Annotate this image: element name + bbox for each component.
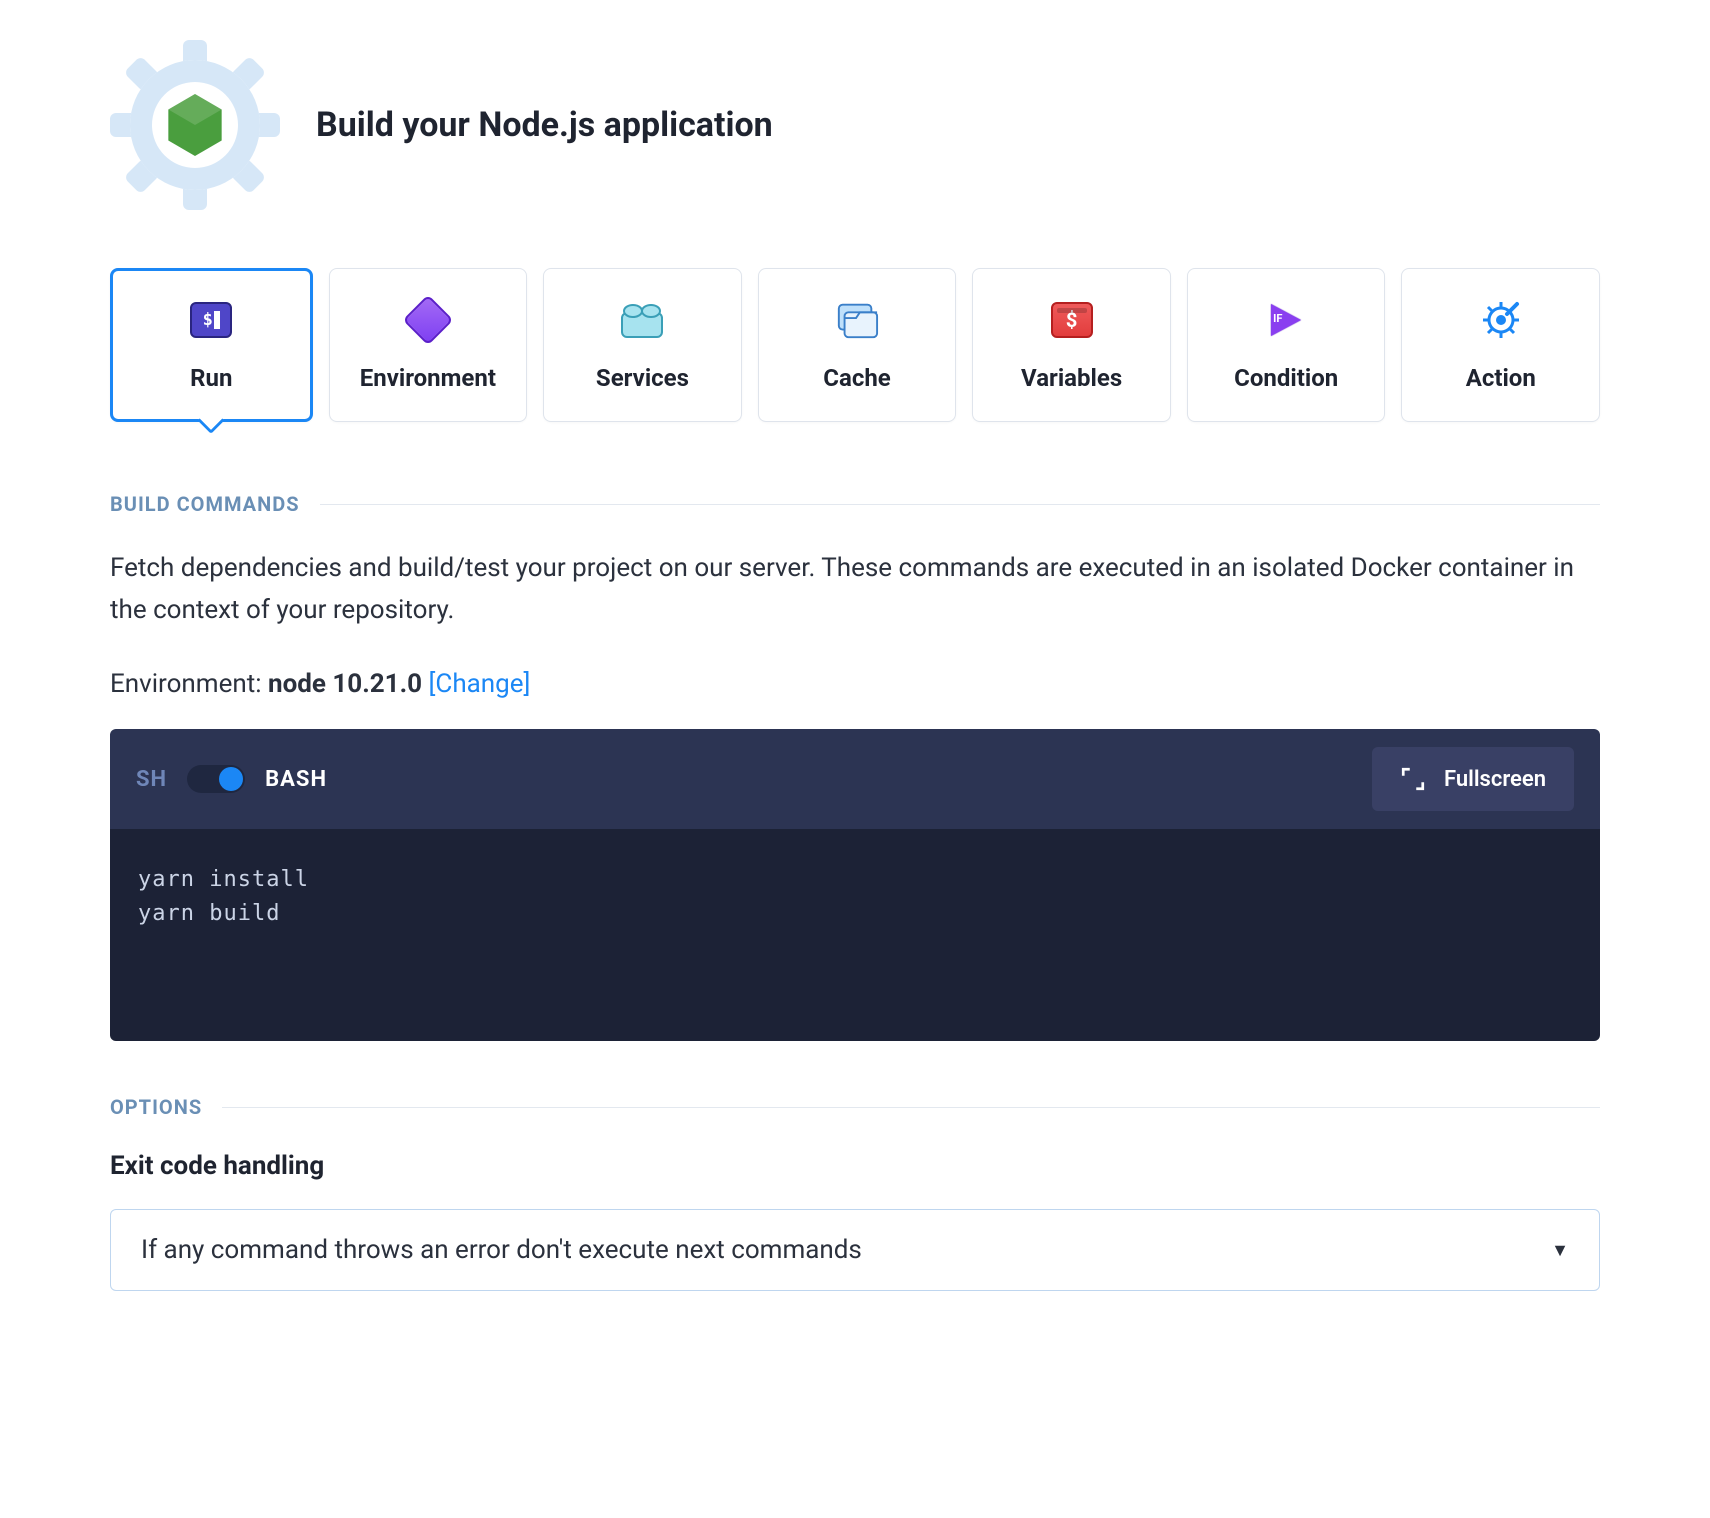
- tab-label: Variables: [1021, 364, 1122, 392]
- tab-condition[interactable]: Condition: [1187, 268, 1386, 422]
- section-build-commands: BUILD COMMANDS: [110, 492, 1600, 516]
- play-if-icon: [1264, 298, 1308, 342]
- tab-label: Action: [1466, 364, 1536, 392]
- nodejs-hex-icon: [164, 94, 226, 156]
- build-commands-description: Fetch dependencies and build/test your p…: [110, 548, 1600, 631]
- gear-wrench-icon: [1479, 298, 1523, 342]
- chevron-down-icon: ▼: [1551, 1240, 1569, 1261]
- tab-label: Services: [596, 364, 689, 392]
- environment-line: Environment: node 10.21.0 [Change]: [110, 669, 1600, 699]
- editor-textarea[interactable]: yarn install yarn build: [110, 829, 1600, 1041]
- tab-run[interactable]: $ Run: [110, 268, 313, 422]
- command-editor: SH BASH Fullscreen yarn install yarn bui…: [110, 729, 1600, 1041]
- tab-label: Run: [190, 364, 232, 392]
- shell-toggle[interactable]: [187, 765, 245, 793]
- fullscreen-label: Fullscreen: [1444, 767, 1546, 792]
- tab-label: Environment: [360, 364, 496, 392]
- select-value: If any command throws an error don't exe…: [141, 1235, 862, 1265]
- diamond-icon: [406, 298, 450, 342]
- environment-name: node 10.21.0: [268, 669, 422, 699]
- exit-code-handling-select[interactable]: If any command throws an error don't exe…: [110, 1209, 1600, 1291]
- terminal-icon: $: [189, 298, 233, 342]
- containers-icon: [620, 298, 664, 342]
- page-title: Build your Node.js application: [316, 105, 773, 145]
- nodejs-gear-icon: [110, 40, 280, 210]
- bash-mode-label[interactable]: BASH: [265, 767, 327, 792]
- fullscreen-button[interactable]: Fullscreen: [1372, 747, 1574, 811]
- exit-code-handling-title: Exit code handling: [110, 1151, 1600, 1181]
- tab-action[interactable]: Action: [1401, 268, 1600, 422]
- environment-prefix: Environment:: [110, 669, 268, 699]
- dollar-badge-icon: $: [1050, 298, 1094, 342]
- fullscreen-icon: [1400, 766, 1426, 792]
- tab-cache[interactable]: Cache: [758, 268, 957, 422]
- tab-bar: $ Run Environment Services Cache: [110, 268, 1600, 422]
- tab-label: Cache: [823, 364, 890, 392]
- section-options: OPTIONS: [110, 1095, 1600, 1119]
- sh-mode-label[interactable]: SH: [136, 767, 167, 792]
- folder-icon: [835, 298, 879, 342]
- change-environment-link[interactable]: [Change]: [429, 669, 531, 699]
- tab-environment[interactable]: Environment: [329, 268, 528, 422]
- section-label: OPTIONS: [110, 1095, 202, 1119]
- page-header: Build your Node.js application: [110, 40, 1600, 210]
- tab-services[interactable]: Services: [543, 268, 742, 422]
- editor-toolbar: SH BASH Fullscreen: [110, 729, 1600, 829]
- divider: [320, 504, 1600, 505]
- section-label: BUILD COMMANDS: [110, 492, 300, 516]
- tab-label: Condition: [1234, 364, 1338, 392]
- divider: [222, 1107, 1600, 1108]
- tab-variables[interactable]: $ Variables: [972, 268, 1171, 422]
